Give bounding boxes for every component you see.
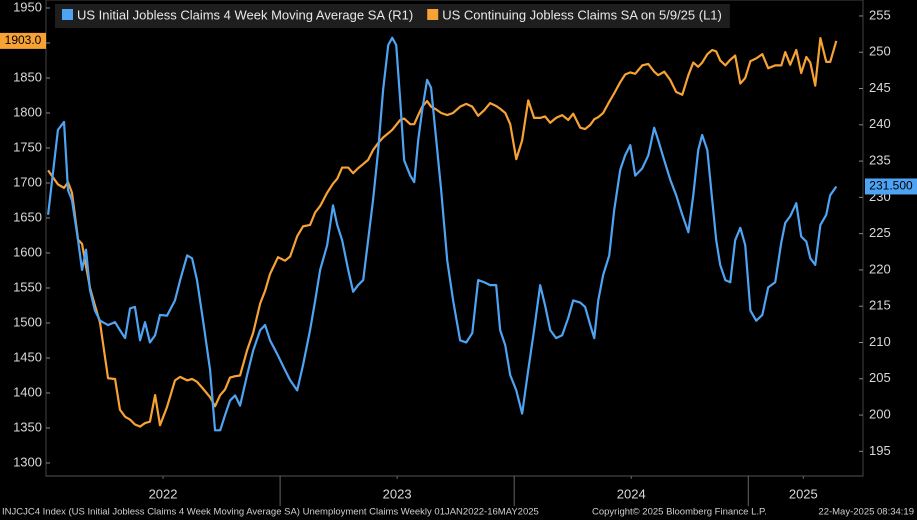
y-tick-label: 1950 xyxy=(13,0,42,14)
y-tick-label: 1800 xyxy=(13,104,42,119)
y2-tick-label: 225 xyxy=(869,225,891,240)
y2-tick-label: 210 xyxy=(869,334,891,349)
last-value-badge xyxy=(865,178,917,195)
y2-tick-label: 215 xyxy=(869,298,891,313)
legend: US Initial Jobless Claims 4 Week Moving … xyxy=(55,4,730,28)
legend-swatch xyxy=(62,9,73,20)
y-tick-label: 1450 xyxy=(13,349,42,364)
plot-area xyxy=(45,0,864,477)
footer-timestamp: 22-May-2025 08:34:19 xyxy=(818,507,914,518)
series-line xyxy=(47,36,838,428)
y-tick-label: 1850 xyxy=(13,69,42,84)
y2-tick-label: 200 xyxy=(869,406,891,421)
y2-tick-label: 245 xyxy=(869,80,891,95)
y-tick-label: 1350 xyxy=(13,419,42,434)
legend-box xyxy=(55,4,730,28)
x-tick-label: 2022 xyxy=(149,486,178,501)
y-tick-label: 1500 xyxy=(13,314,42,329)
x-tick-label: 2023 xyxy=(383,486,412,501)
y-tick-label: 1300 xyxy=(13,454,42,469)
y2-tick-label: 235 xyxy=(869,153,891,168)
y2-tick-label: 195 xyxy=(869,443,891,458)
y-tick-label: 1700 xyxy=(13,174,42,189)
y-tick-label: 1600 xyxy=(13,244,42,259)
last-value-badge xyxy=(0,32,46,49)
y-tick-label: 1750 xyxy=(13,139,42,154)
y2-tick-label: 205 xyxy=(869,370,891,385)
series-line xyxy=(47,36,838,432)
last-value-label: 231.500 xyxy=(869,179,913,193)
legend-swatch xyxy=(427,9,439,20)
y-tick-label: 1400 xyxy=(13,384,42,399)
footer-source: INJCJC4 Index (US Initial Jobless Claims… xyxy=(2,507,539,518)
legend-label: US Continuing Jobless Claims SA on 5/9/2… xyxy=(442,7,722,22)
y2-tick-label: 250 xyxy=(869,44,891,59)
y2-tick-label: 220 xyxy=(869,261,891,276)
last-value-label: 1903.0 xyxy=(5,33,42,47)
footer-copyright: Copyright© 2025 Bloomberg Finance L.P. xyxy=(592,507,767,518)
x-tick-label: 2025 xyxy=(789,486,818,501)
y2-tick-label: 255 xyxy=(869,7,891,22)
y-tick-label: 1550 xyxy=(13,279,42,294)
legend-label: US Initial Jobless Claims 4 Week Moving … xyxy=(77,7,413,22)
x-tick-label: 2024 xyxy=(617,486,646,501)
y-tick-label: 1650 xyxy=(13,209,42,224)
y2-tick-label: 240 xyxy=(869,116,891,131)
